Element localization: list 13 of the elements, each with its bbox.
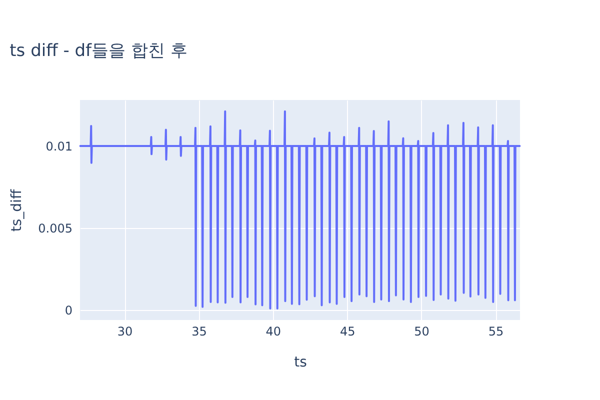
y-axis-title: ts_diff [9,189,26,232]
x-axis-title: ts [294,354,307,370]
x-tick-label: 30 [117,324,133,338]
line-series [79,110,521,310]
x-tick-label: 35 [192,324,207,338]
x-tick-label: 50 [414,324,430,338]
y-tick-label: 0.005 [38,222,72,236]
y-tick-label: 0.01 [46,139,72,154]
x-tick-label: 40 [266,324,282,338]
x-tick-label: 45 [340,324,356,338]
x-tick-label: 55 [488,324,504,338]
chart-title: ts diff - df들을 합친 후 [10,41,188,61]
y-tick-label: 0 [64,304,72,318]
